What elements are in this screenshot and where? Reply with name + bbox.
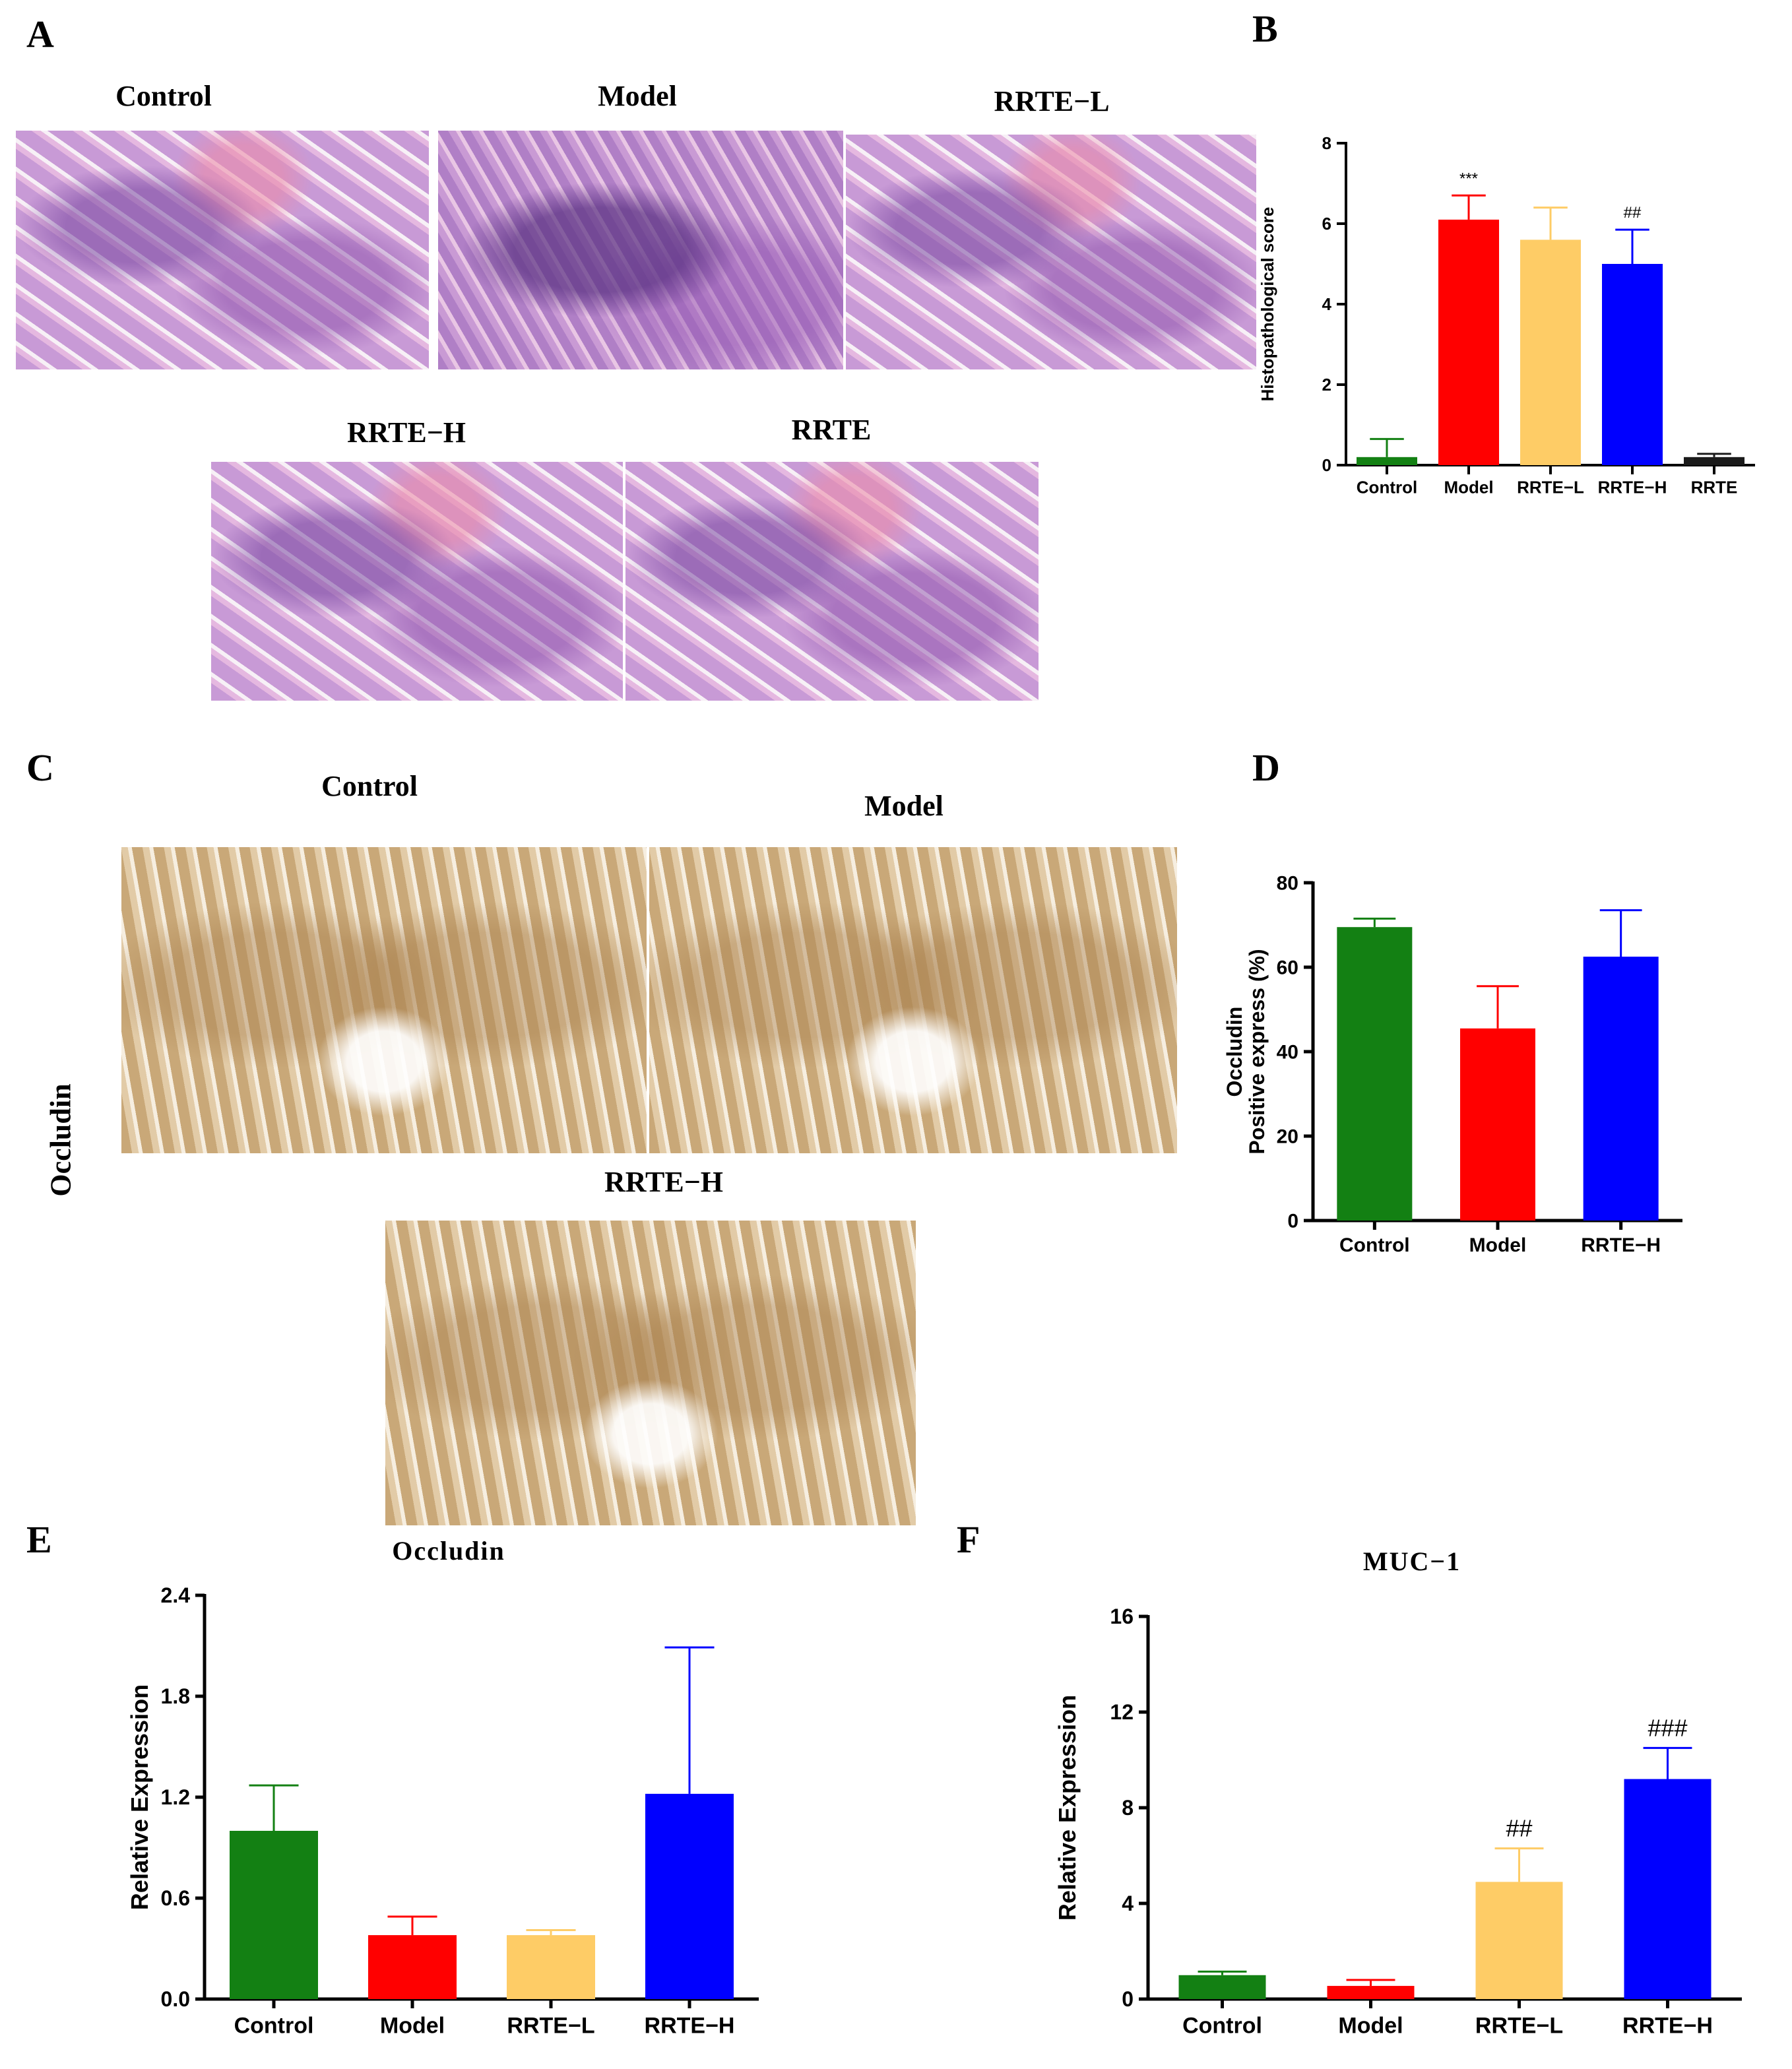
e-y-tick-label: 0.6 bbox=[161, 1886, 190, 1910]
chart-b-histopathological-score: 0 2 4 6 8 Histopathological score Control Model… bbox=[1258, 133, 1755, 497]
a-label-rrte-l: RRTE−L bbox=[994, 85, 1110, 117]
d-y-tick-label: 80 bbox=[1277, 873, 1298, 895]
he-micrograph-control bbox=[16, 131, 429, 369]
d-x-tick-label: Control bbox=[1339, 1234, 1410, 1256]
panel-letter-c: C bbox=[26, 746, 54, 789]
d-y-tick-label: 60 bbox=[1277, 957, 1298, 979]
b-y-axis-label: Histopathological score bbox=[1258, 207, 1277, 402]
chart-e-occludin-relative-expression: Occludin 0.0 0.6 1.2 1.8 2.4 Relative Expressi… bbox=[126, 1536, 759, 2038]
a-label-control: Control bbox=[115, 80, 212, 112]
e-chart-title: Occludin bbox=[392, 1536, 505, 1566]
panel-letter-f: F bbox=[957, 1518, 980, 1561]
panel-letter-e: E bbox=[26, 1518, 52, 1561]
he-micrograph-rrte-l bbox=[846, 135, 1256, 369]
f-x-tick-label: Control bbox=[1182, 2013, 1262, 2038]
f-x-tick-label: RRTE−H bbox=[1622, 2013, 1713, 2038]
e-bar-2 bbox=[507, 1935, 595, 1999]
f-bar-3 bbox=[1624, 1779, 1712, 1999]
b-y-tick-label: 8 bbox=[1322, 133, 1331, 153]
b-significance-1: *** bbox=[1459, 170, 1478, 187]
f-significance-3: ### bbox=[1648, 1714, 1687, 1741]
he-micrograph-model bbox=[438, 131, 843, 369]
b-x-tick-label: RRTE−H bbox=[1598, 478, 1667, 497]
e-y-axis-label: Relative Expression bbox=[126, 1684, 153, 1910]
e-x-tick-label: RRTE−L bbox=[507, 2013, 594, 2038]
b-x-tick-label: Model bbox=[1444, 478, 1493, 497]
f-y-tick-label: 8 bbox=[1122, 1796, 1134, 1820]
b-y-tick-label: 4 bbox=[1322, 294, 1332, 314]
f-x-tick-label: Model bbox=[1338, 2013, 1403, 2038]
d-bar-1 bbox=[1460, 1028, 1535, 1221]
f-y-tick-label: 12 bbox=[1110, 1700, 1134, 1724]
e-bar-3 bbox=[645, 1793, 734, 1999]
e-y-tick-label: 1.2 bbox=[161, 1785, 190, 1809]
b-bar-4 bbox=[1684, 457, 1744, 465]
f-bar-0 bbox=[1178, 1975, 1266, 1999]
e-bar-0 bbox=[230, 1831, 318, 1999]
e-x-tick-label: RRTE−H bbox=[645, 2013, 735, 2038]
f-y-axis-label: Relative Expression bbox=[1054, 1695, 1081, 1921]
b-y-tick-label: 6 bbox=[1322, 214, 1331, 234]
b-x-tick-label: RRTE bbox=[1691, 478, 1738, 497]
b-bar-0 bbox=[1357, 457, 1417, 465]
a-label-rrte-h: RRTE−H bbox=[347, 416, 466, 449]
ihc-micrograph-model bbox=[649, 847, 1177, 1153]
e-y-tick-label: 1.8 bbox=[161, 1684, 190, 1708]
c-side-label-occludin: Occludin bbox=[44, 1083, 77, 1197]
d-x-tick-label: Model bbox=[1469, 1234, 1527, 1256]
b-bar-1 bbox=[1438, 219, 1499, 465]
chart-f-muc1-relative-expression: MUC−1 0 4 8 12 16 Relative Expression Control Mo… bbox=[1054, 1546, 1742, 2038]
f-bar-2 bbox=[1475, 1882, 1563, 1999]
f-y-tick-label: 4 bbox=[1122, 1892, 1134, 1915]
e-y-tick-label: 0.0 bbox=[161, 1987, 190, 2011]
he-micrograph-rrte-h bbox=[211, 462, 623, 701]
f-chart-title: MUC−1 bbox=[1363, 1546, 1461, 1576]
b-x-tick-label: Control bbox=[1357, 478, 1417, 497]
e-x-tick-label: Control bbox=[234, 2013, 314, 2038]
b-x-tick-label: RRTE−L bbox=[1517, 478, 1584, 497]
panel-letter-b: B bbox=[1252, 7, 1278, 50]
e-y-tick-label: 2.4 bbox=[161, 1583, 191, 1607]
b-y-tick-label: 2 bbox=[1322, 375, 1331, 395]
c-label-rrte-h: RRTE−H bbox=[604, 1166, 723, 1198]
f-bar-1 bbox=[1327, 1986, 1415, 1999]
b-bar-3 bbox=[1602, 264, 1663, 465]
d-y-tick-label: 40 bbox=[1277, 1042, 1298, 1064]
f-y-tick-label: 16 bbox=[1110, 1605, 1134, 1628]
a-label-rrte: RRTE bbox=[791, 414, 872, 446]
d-y-axis-label-2: Occludin bbox=[1223, 1007, 1246, 1097]
d-y-axis-label: Positive express (%) bbox=[1245, 949, 1269, 1154]
c-label-model: Model bbox=[864, 790, 944, 822]
f-x-tick-label: RRTE−L bbox=[1475, 2013, 1563, 2038]
e-bar-1 bbox=[368, 1935, 457, 1999]
d-y-tick-label: 0 bbox=[1287, 1211, 1298, 1232]
he-micrograph-rrte bbox=[625, 462, 1039, 701]
d-y-tick-label: 20 bbox=[1277, 1126, 1298, 1148]
e-x-tick-label: Model bbox=[380, 2013, 445, 2038]
ihc-micrograph-control bbox=[121, 847, 647, 1153]
b-significance-3: ## bbox=[1624, 204, 1642, 222]
d-x-tick-label: RRTE−H bbox=[1581, 1234, 1661, 1256]
panel-letter-a: A bbox=[26, 13, 54, 55]
panel-letter-d: D bbox=[1252, 746, 1280, 789]
d-bar-2 bbox=[1583, 957, 1659, 1221]
d-bar-0 bbox=[1337, 927, 1413, 1221]
a-label-model: Model bbox=[598, 80, 677, 112]
b-y-tick-label: 0 bbox=[1322, 455, 1331, 475]
f-significance-2: ## bbox=[1506, 1815, 1532, 1842]
ihc-micrograph-rrte-h bbox=[385, 1221, 916, 1525]
c-label-control: Control bbox=[321, 770, 418, 802]
f-y-tick-label: 0 bbox=[1122, 1987, 1134, 2011]
chart-d-occludin-positive-express: 0 20 40 60 80 Positive express (%)Occludin Con… bbox=[1223, 873, 1682, 1256]
b-bar-2 bbox=[1520, 239, 1581, 465]
